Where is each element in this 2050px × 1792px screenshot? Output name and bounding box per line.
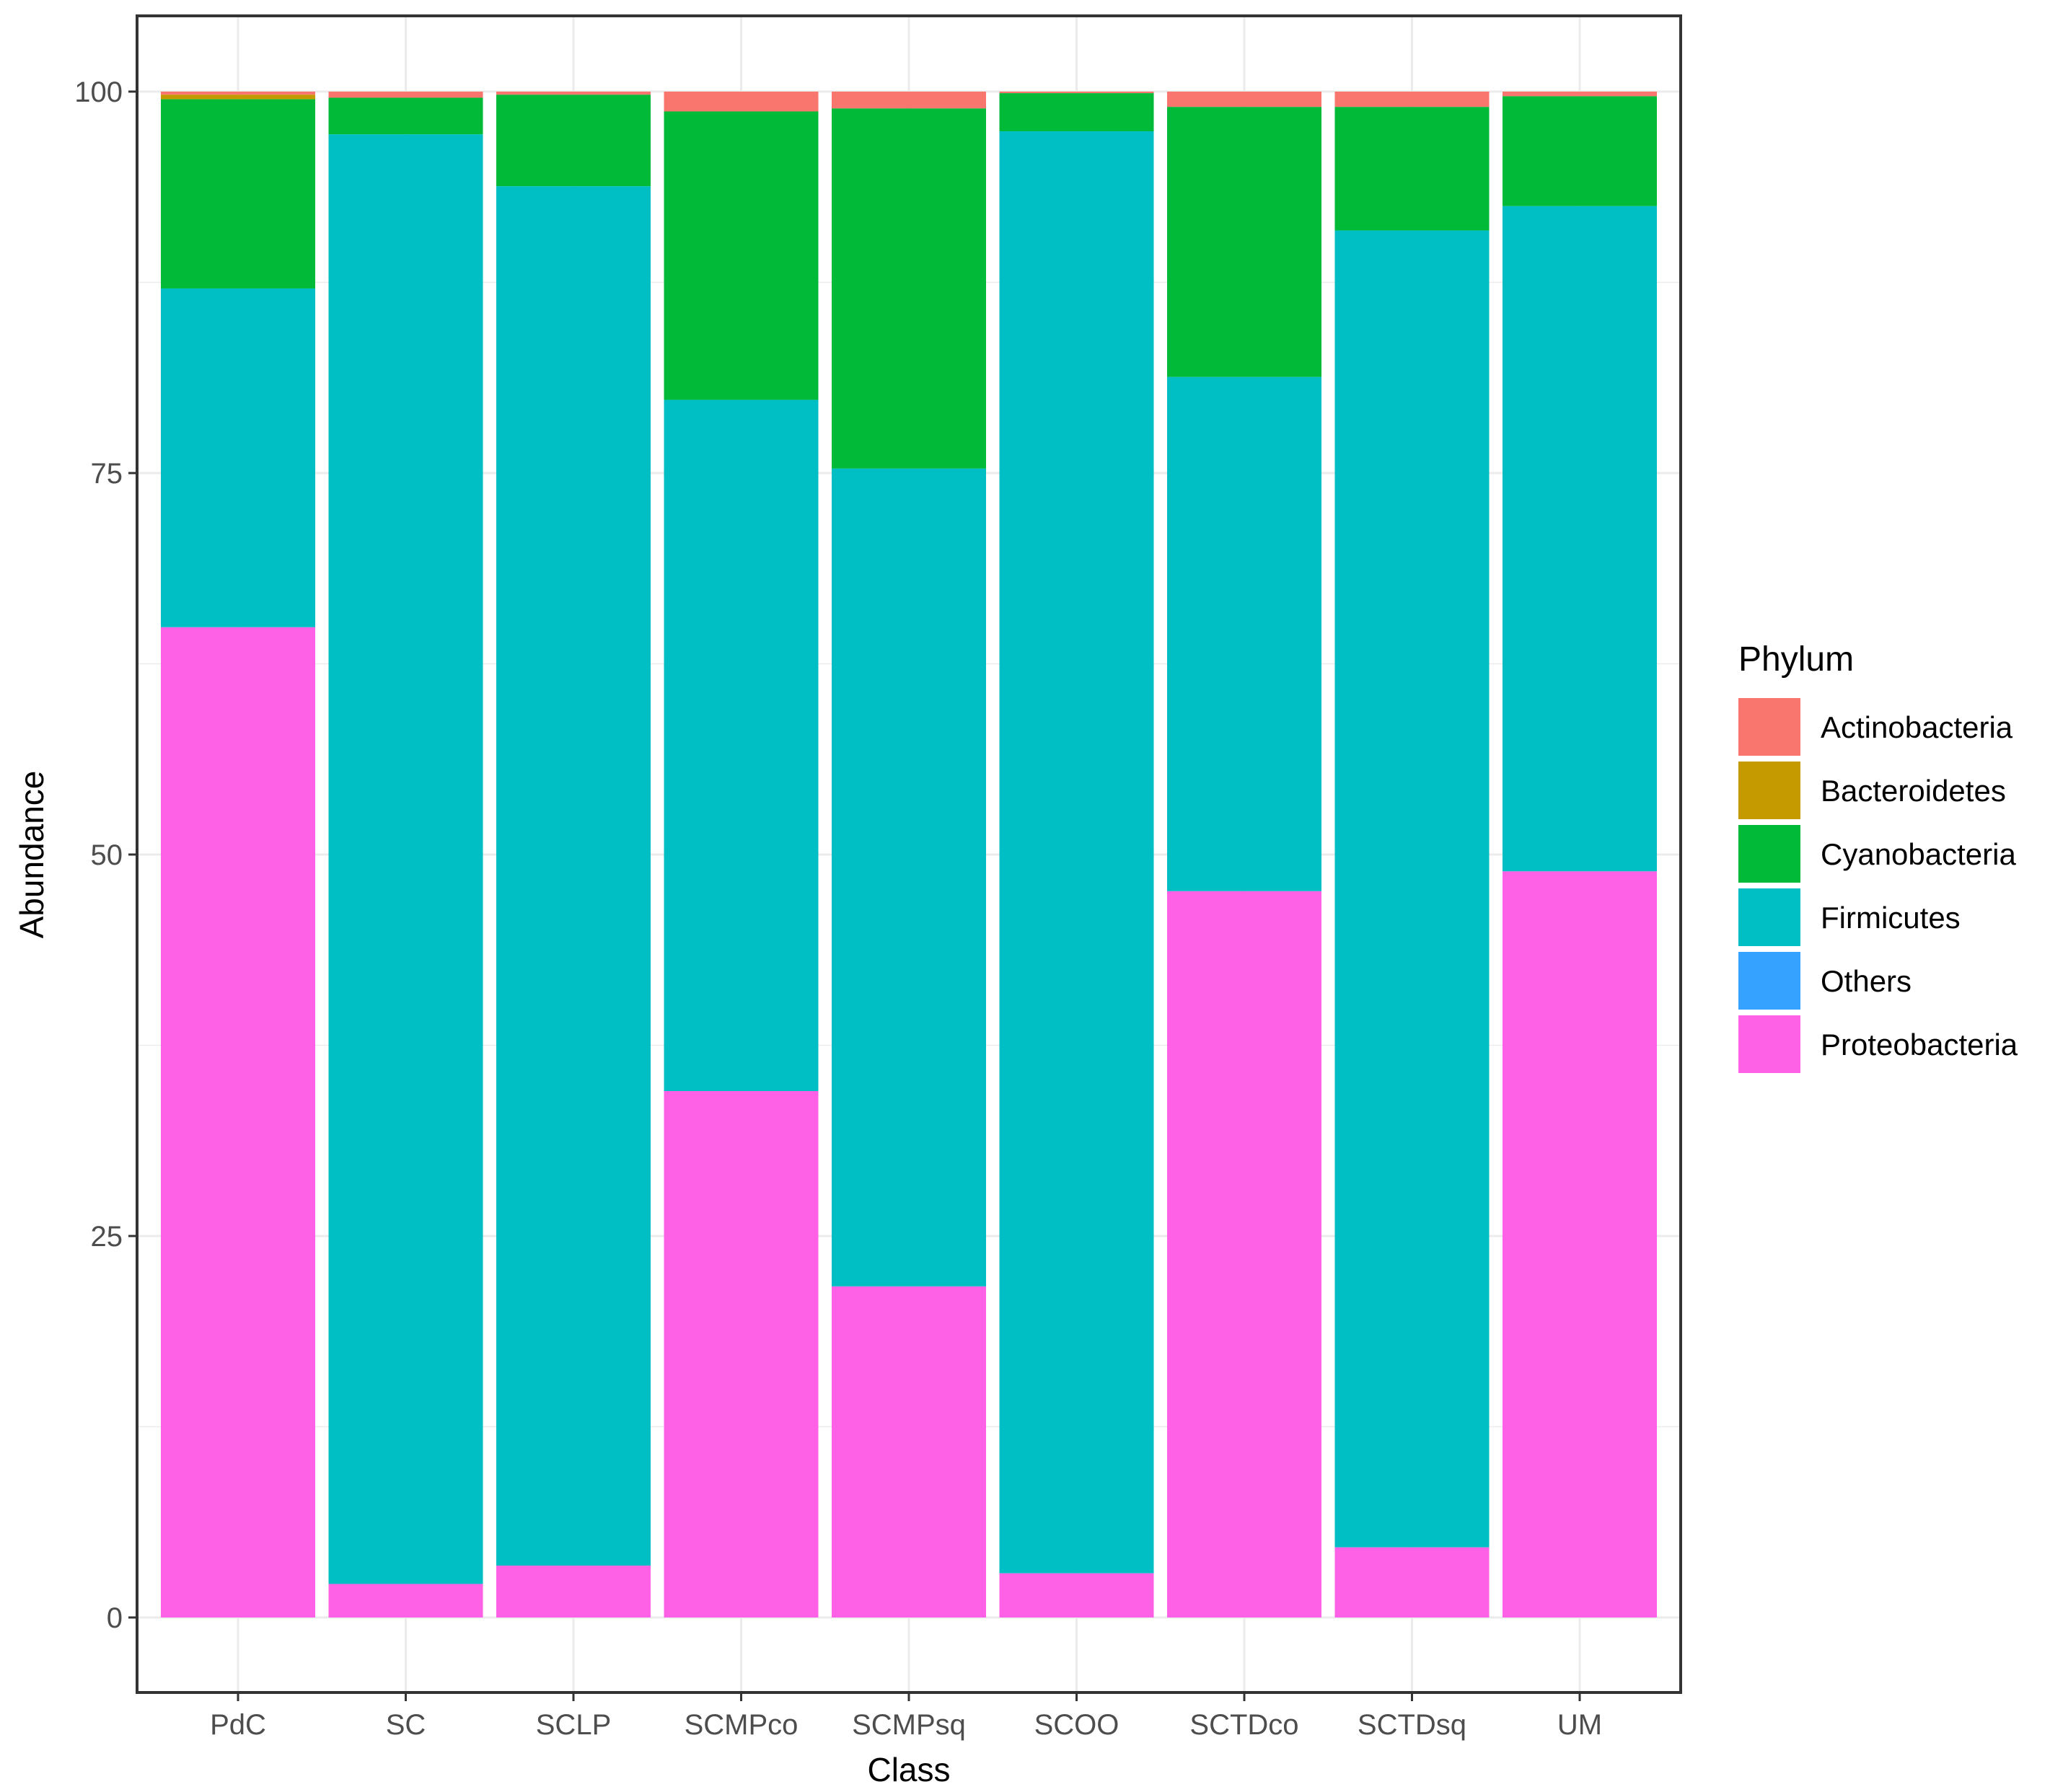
bar-segment-firmicutes-pdc — [161, 288, 315, 627]
x-tick-label-sctdsq: SCTDsq — [1358, 1709, 1466, 1741]
bar-segment-proteobacteria-pdc — [161, 627, 315, 1617]
x-tick-label-scmpsq: SCMPsq — [852, 1709, 966, 1741]
bar-segment-actinobacteria-sclp — [496, 92, 651, 95]
bar-segment-proteobacteria-scmpsq — [832, 1286, 986, 1617]
legend-key-actinobacteria — [1738, 698, 1800, 756]
bar-segment-firmicutes-scmpsq — [832, 468, 986, 1286]
x-tick-label-scmpco: SCMPco — [685, 1709, 799, 1741]
legend-label-actinobacteria: Actinobacteria — [1821, 710, 2013, 744]
bar-segment-actinobacteria-pdc — [161, 92, 315, 95]
bar-segment-proteobacteria-sctdsq — [1334, 1547, 1490, 1617]
bar-segment-actinobacteria-scmpsq — [832, 92, 986, 109]
legend-key-bacteroidetes — [1738, 762, 1800, 819]
bars — [161, 92, 1657, 1617]
bar-segment-firmicutes-sc — [328, 134, 483, 1584]
bar-segment-proteobacteria-scmpco — [664, 1090, 819, 1617]
bar-segment-proteobacteria-sclp — [496, 1566, 651, 1617]
legend-key-cyanobacteria — [1738, 825, 1800, 883]
bar-segment-proteobacteria-sctdco — [1167, 891, 1321, 1617]
bar-segment-cyanobacteria-sctdsq — [1334, 107, 1490, 231]
bar-segment-firmicutes-um — [1503, 206, 1657, 872]
bar-segment-cyanobacteria-sclp — [496, 94, 651, 187]
bar-segment-firmicutes-scmpco — [664, 400, 819, 1091]
bar-segment-actinobacteria-sc — [328, 92, 483, 98]
x-tick-label-sc: SC — [386, 1709, 426, 1741]
legend-label-others: Others — [1821, 964, 1912, 998]
bar-segment-cyanobacteria-scmpsq — [832, 108, 986, 469]
bar-segment-cyanobacteria-sctdco — [1167, 107, 1321, 377]
bar-segment-actinobacteria-sctdco — [1167, 92, 1321, 107]
y-axis-title: Abundance — [13, 771, 50, 939]
x-tick-label-sctdco: SCTDco — [1189, 1709, 1298, 1741]
bar-segment-actinobacteria-scoo — [999, 92, 1154, 94]
bar-segment-proteobacteria-um — [1503, 871, 1657, 1617]
legend-key-others — [1738, 952, 1800, 1010]
x-tick-label-um: UM — [1557, 1709, 1602, 1741]
bar-segment-proteobacteria-scoo — [999, 1573, 1154, 1617]
x-axis: PdC SC SCLP SCMPco SCMPsq SCOO SCTDco SCTDsq UM — [210, 1692, 1602, 1741]
legend-key-proteobacteria — [1738, 1015, 1800, 1073]
legend-title: Phylum — [1738, 640, 1854, 679]
y-tick-label: 25 — [91, 1221, 123, 1253]
bar-segment-actinobacteria-scmpco — [664, 92, 819, 112]
y-tick-label: 100 — [74, 76, 123, 108]
bar-segment-actinobacteria-um — [1503, 92, 1657, 97]
y-tick-label: 50 — [91, 839, 123, 871]
y-axis: 0 25 50 75 100 — [74, 76, 137, 1634]
legend-label-bacteroidetes: Bacteroidetes — [1821, 774, 2006, 808]
bar-segment-cyanobacteria-sc — [328, 97, 483, 135]
y-tick-label: 75 — [91, 458, 123, 490]
legend: Phylum Actinobacteria Bacteroidetes Cyanob… — [1738, 640, 2018, 1073]
bar-segment-proteobacteria-sc — [328, 1584, 483, 1617]
legend-label-cyanobacteria: Cyanobacteria — [1821, 837, 2016, 871]
bar-segment-cyanobacteria-pdc — [161, 99, 315, 288]
legend-key-firmicutes — [1738, 888, 1800, 946]
bar-segment-actinobacteria-sctdsq — [1334, 92, 1490, 107]
bar-segment-cyanobacteria-scmpco — [664, 111, 819, 400]
y-tick-label: 0 — [107, 1602, 123, 1634]
legend-label-proteobacteria: Proteobacteria — [1821, 1028, 2018, 1061]
bar-segment-bacteroidetes-pdc — [161, 94, 315, 100]
x-tick-label-pdc: PdC — [210, 1709, 266, 1741]
bar-segment-firmicutes-sctdco — [1167, 376, 1321, 891]
legend-label-firmicutes: Firmicutes — [1821, 901, 1961, 935]
x-tick-label-scoo: SCOO — [1034, 1709, 1119, 1741]
bar-segment-cyanobacteria-scoo — [999, 93, 1154, 132]
bar-segment-cyanobacteria-um — [1503, 96, 1657, 206]
bar-segment-firmicutes-sctdsq — [1334, 230, 1490, 1548]
bar-segment-firmicutes-scoo — [999, 131, 1154, 1573]
bar-segment-firmicutes-sclp — [496, 186, 651, 1566]
x-tick-label-sclp: SCLP — [536, 1709, 612, 1741]
x-axis-title: Class — [867, 1751, 950, 1788]
